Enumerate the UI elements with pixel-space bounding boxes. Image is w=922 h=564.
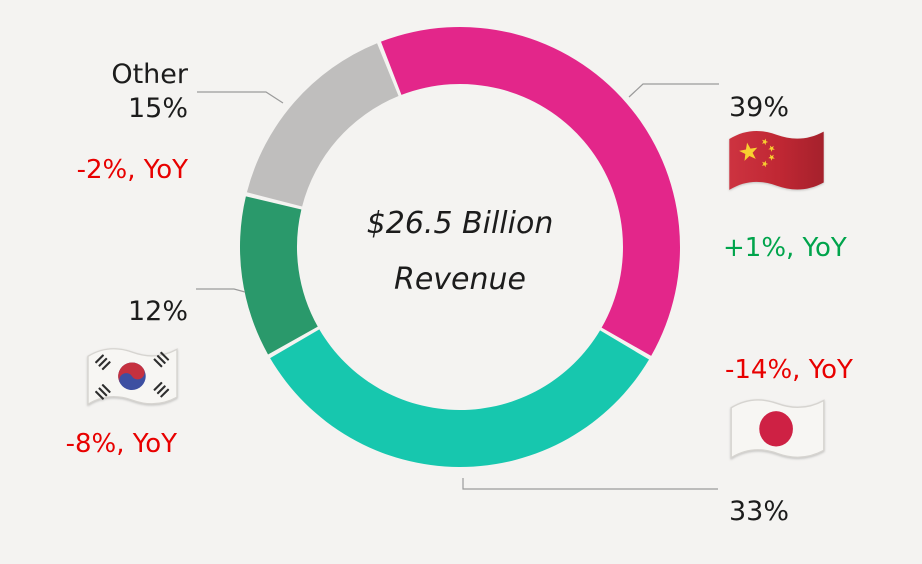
donut-center-label: $26.5 Billion Revenue xyxy=(310,205,610,299)
south-korea-yoy-label: -8%, YoY xyxy=(65,429,177,459)
japan-yoy-label: -14%, YoY xyxy=(725,355,853,385)
leader-line-japan xyxy=(462,478,718,490)
donut-segment-south-korea xyxy=(239,196,318,355)
south-korea-flag-icon xyxy=(86,347,179,406)
donut-segment-japan xyxy=(270,329,650,467)
callout-other: Other 15% -2%, YoY xyxy=(77,58,188,186)
china-pct-label: 39% xyxy=(729,92,790,123)
china-yoy-label: +1%, YoY xyxy=(723,233,847,263)
revenue-caption-text: Revenue xyxy=(394,262,526,297)
donut-segment-china xyxy=(380,26,680,356)
china-flag-icon xyxy=(729,130,824,190)
japan-flag-icon xyxy=(729,398,826,460)
leader-line-other xyxy=(197,91,284,104)
revenue-amount-text: $26.5 Billion xyxy=(366,206,554,241)
other-yoy-label: -2%, YoY xyxy=(76,155,188,185)
donut-segment-other xyxy=(246,43,399,207)
other-pct-label: 15% xyxy=(127,93,188,124)
south-korea-pct-label: 12% xyxy=(127,296,188,327)
other-label: Other xyxy=(111,59,188,90)
japan-pct-label: 33% xyxy=(729,496,790,527)
leader-line-south-korea xyxy=(196,288,246,293)
leader-line-china xyxy=(628,83,719,98)
